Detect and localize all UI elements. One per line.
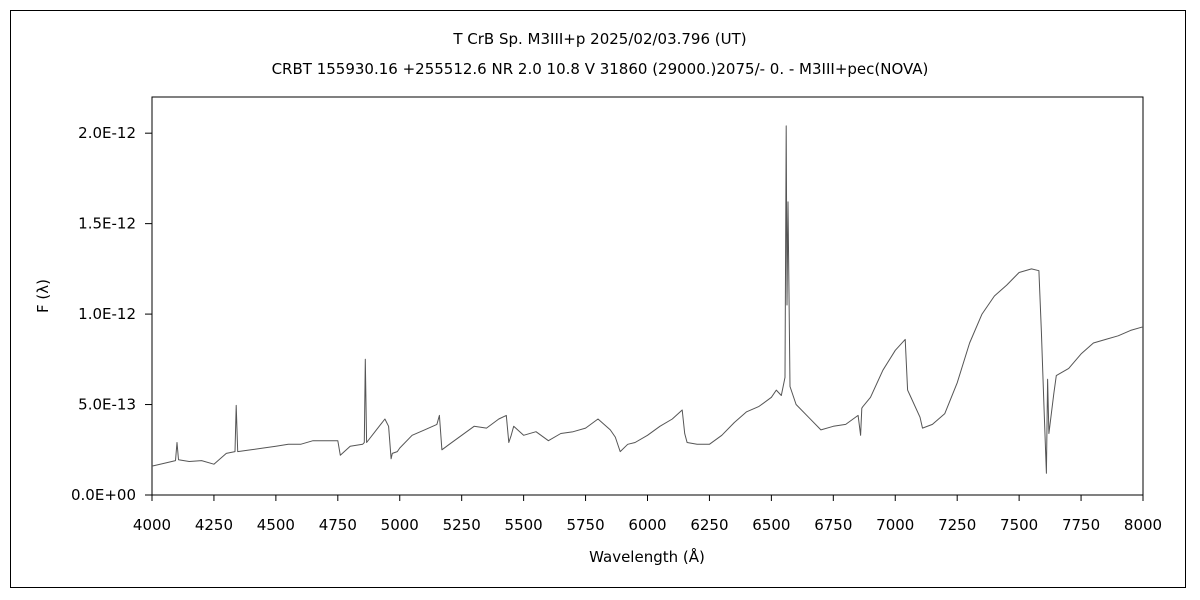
spectrum-line [151, 125, 1144, 474]
x-tick-label: 6250 [690, 516, 728, 534]
y-tick-label: 1.0E-12 [78, 305, 136, 323]
x-tick-label: 5250 [443, 516, 481, 534]
x-tick-label: 6500 [752, 516, 790, 534]
y-tick-label: 2.0E-12 [78, 124, 136, 142]
x-tick-label: 4750 [319, 516, 357, 534]
y-tick-label: 0.0E+00 [71, 486, 136, 504]
x-tick-label: 6000 [628, 516, 666, 534]
x-tick-label: 5500 [505, 516, 543, 534]
chart-subtitle: CRBT 155930.16 +255512.6 NR 2.0 10.8 V 3… [272, 60, 929, 78]
x-axis-ticks: 4000 4250 4500 4750 5000 5250 5500 5750 6000 6250… [133, 495, 1162, 534]
series-group [151, 125, 1144, 474]
x-tick-label: 8000 [1124, 516, 1162, 534]
y-axis-label: F (λ) [34, 279, 52, 313]
x-tick-label: 5000 [381, 516, 419, 534]
chart-frame [10, 10, 1186, 588]
x-tick-label: 5750 [566, 516, 604, 534]
x-tick-label: 6750 [814, 516, 852, 534]
x-tick-label: 4250 [195, 516, 233, 534]
y-tick-label: 1.5E-12 [78, 215, 136, 233]
x-tick-label: 4500 [257, 516, 295, 534]
x-axis-label: Wavelength (Å) [589, 547, 705, 566]
chart-title: T CrB Sp. M3III+p 2025/02/03.796 (UT) [452, 30, 746, 48]
y-tick-label: 5.0E-13 [78, 396, 136, 414]
x-tick-label: 7000 [876, 516, 914, 534]
x-tick-label: 4000 [133, 516, 171, 534]
x-tick-label: 7750 [1062, 516, 1100, 534]
x-tick-label: 7500 [1000, 516, 1038, 534]
y-axis-ticks: 0.0E+00 5.0E-13 1.0E-12 1.5E-12 2.0E-12 [71, 124, 152, 504]
x-tick-label: 7250 [938, 516, 976, 534]
